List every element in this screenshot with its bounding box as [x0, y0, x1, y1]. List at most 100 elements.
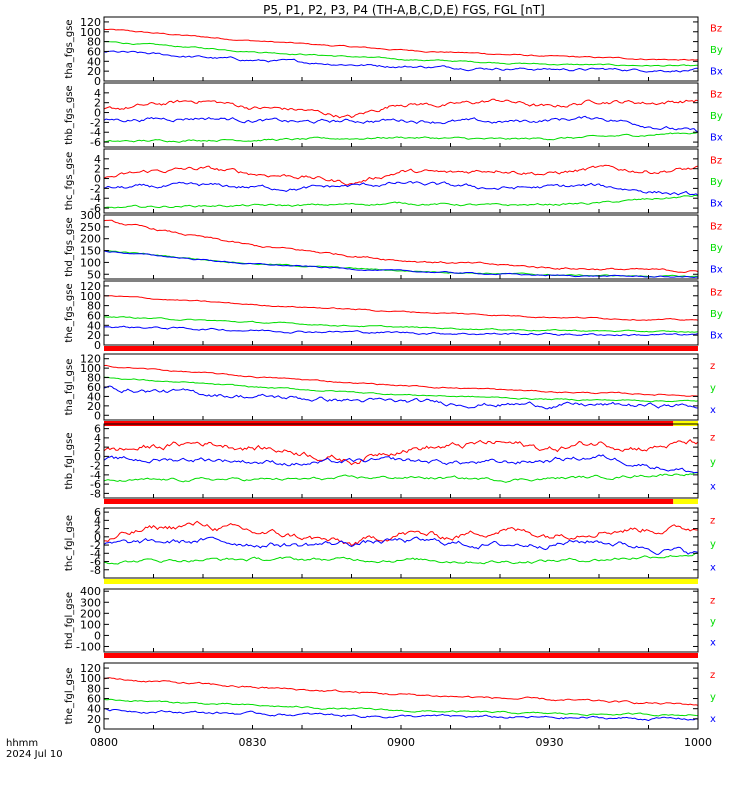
y-tick-label: 120 — [80, 280, 101, 293]
legend-bx: Bx — [710, 198, 723, 209]
panel-frame — [103, 423, 699, 499]
series-line-by-panel-4 — [104, 250, 698, 278]
panel-frame — [103, 148, 699, 214]
series-line-bx-panel-3 — [104, 180, 698, 196]
y-tick-label: 100 — [80, 26, 101, 39]
legend-z: z — [710, 432, 715, 443]
y-tick-label: 60 — [87, 309, 101, 322]
y-tick-label: 120 — [80, 662, 101, 675]
x-axis: 0800 0830 0900 0930 1000 — [90, 736, 712, 749]
y-axis-label: thc_fgl_gse — [64, 515, 75, 571]
series-line-y-panel-10 — [104, 698, 698, 717]
y-axis-label: the_fgl_gse — [64, 668, 75, 725]
legend-by: By — [710, 309, 723, 320]
y-axis-label: tha_fgl_gse — [64, 359, 75, 416]
series-line-y-panel-7 — [104, 472, 698, 483]
y-axis-label: thc_fgs_gse — [64, 152, 75, 211]
series-line-z-panel-7 — [104, 438, 698, 466]
series-line-z-panel-8 — [104, 520, 698, 547]
y-tick-label: 60 — [87, 45, 101, 58]
panel-frame — [103, 662, 699, 730]
y-tick-label: 40 — [87, 55, 101, 68]
legend-by: By — [710, 111, 723, 122]
y-axis-label: thb_fgl_gse — [64, 433, 75, 490]
y-tick-label: 40 — [87, 390, 101, 403]
y-tick-label: 100 — [80, 672, 101, 685]
legend-bx: Bx — [710, 264, 723, 275]
legend-by: By — [710, 243, 723, 254]
y-tick-label: 0 — [94, 629, 101, 642]
y-tick-label: 6 — [94, 423, 101, 436]
series-line-by-panel-1 — [104, 41, 698, 67]
y-tick-label: 80 — [87, 372, 101, 385]
y-tick-label: 400 — [80, 585, 101, 598]
y-tick-label: 80 — [87, 300, 101, 313]
y-tick-label: 0 — [94, 173, 101, 186]
legend-bz: Bz — [710, 222, 722, 233]
legend-x: x — [710, 482, 716, 493]
y-tick-label: 20 — [87, 329, 101, 342]
y-tick-label: -2 — [90, 182, 101, 195]
y-axis-label: tha_fgs_gse — [64, 19, 75, 78]
y-tick-label: 50 — [87, 268, 101, 281]
y-tick-label: -4 — [90, 126, 101, 139]
y-tick-label: -2 — [90, 460, 101, 473]
legend-bz: Bz — [710, 156, 722, 167]
y-tick-label: 120 — [80, 16, 101, 29]
y-tick-label: 100 — [80, 290, 101, 303]
series-line-bz-panel-1 — [104, 28, 698, 61]
series-line-x-panel-8 — [104, 536, 698, 555]
y-tick-label: 4 — [94, 432, 101, 445]
panel-frame — [103, 353, 699, 421]
y-tick-label: 300 — [80, 596, 101, 609]
legend-y: y — [710, 539, 716, 550]
series-line-bz-panel-5 — [104, 295, 698, 321]
y-tick-label: 200 — [80, 233, 101, 246]
series-line-x-panel-6 — [104, 385, 698, 410]
series-line-bz-panel-2 — [104, 98, 698, 119]
y-tick-label: 150 — [80, 245, 101, 258]
legend-z: z — [710, 596, 715, 607]
footer-time-format: hhmm — [6, 738, 38, 749]
y-tick-label: 2 — [94, 163, 101, 176]
y-axis-label: thd_fgl_gse — [64, 592, 75, 649]
series-line-x-panel-10 — [104, 708, 698, 722]
legend-x: x — [710, 405, 716, 416]
y-tick-label: 20 — [87, 713, 101, 726]
series-line-y-panel-6 — [104, 376, 698, 403]
legend-z: z — [710, 361, 715, 372]
series-line-x-panel-7 — [104, 454, 698, 474]
y-axis-label: thb_fgs_gse — [64, 85, 75, 144]
status-bar — [104, 653, 698, 658]
y-axis-label: the_fgs_gse — [64, 283, 75, 342]
series-line-bx-panel-2 — [104, 115, 698, 133]
y-tick-label: 120 — [80, 353, 101, 366]
y-tick-label: 40 — [87, 319, 101, 332]
legend-bz: Bz — [710, 24, 722, 35]
status-bar — [104, 579, 698, 584]
legend-z: z — [710, 516, 715, 527]
y-tick-label: -8 — [90, 487, 101, 500]
status-bar — [104, 499, 674, 504]
y-tick-label: -4 — [90, 192, 101, 205]
x-tick-label: 0830 — [239, 736, 267, 749]
x-tick-label: 1000 — [684, 736, 712, 749]
y-tick-label: 4 — [94, 87, 101, 100]
y-tick-label: 250 — [80, 221, 101, 234]
y-tick-label: 300 — [80, 209, 101, 222]
series-line-bx-panel-1 — [104, 50, 698, 73]
legend-bz: Bz — [710, 288, 722, 299]
panel-3: -6-4-2024 thc_fgs_gse Bz By Bx — [64, 148, 723, 215]
legend-y: y — [710, 383, 716, 394]
series-line-bz-panel-4 — [104, 219, 698, 274]
y-tick-label: 0 — [94, 531, 101, 544]
y-tick-label: -6 — [90, 478, 101, 491]
y-tick-label: -8 — [90, 564, 101, 577]
y-tick-label: -6 — [90, 202, 101, 215]
y-tick-label: 100 — [80, 618, 101, 631]
